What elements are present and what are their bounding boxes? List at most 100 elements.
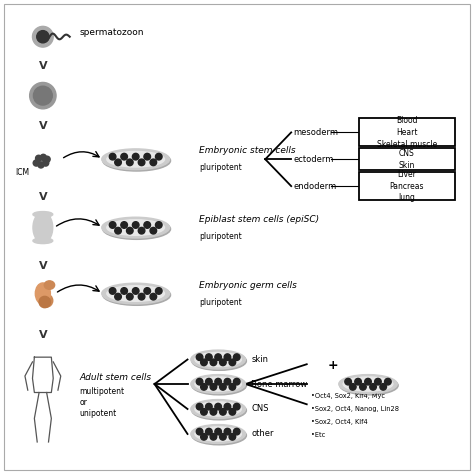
Text: •Etc: •Etc xyxy=(310,432,325,438)
Circle shape xyxy=(215,428,221,435)
Text: V: V xyxy=(38,261,47,271)
Circle shape xyxy=(121,222,128,228)
Circle shape xyxy=(43,160,49,166)
Ellipse shape xyxy=(191,400,246,419)
Circle shape xyxy=(219,434,226,440)
Text: Adult stem cells: Adult stem cells xyxy=(79,373,151,382)
Ellipse shape xyxy=(33,212,53,243)
Circle shape xyxy=(219,383,226,390)
Ellipse shape xyxy=(191,374,246,393)
Ellipse shape xyxy=(195,402,241,416)
Circle shape xyxy=(196,428,203,435)
Circle shape xyxy=(215,354,221,360)
Circle shape xyxy=(206,428,212,435)
Circle shape xyxy=(345,378,351,385)
Circle shape xyxy=(144,222,151,228)
Ellipse shape xyxy=(340,376,398,395)
Circle shape xyxy=(44,156,50,162)
Circle shape xyxy=(206,403,212,410)
Circle shape xyxy=(155,154,162,160)
Circle shape xyxy=(355,378,361,385)
Text: V: V xyxy=(38,121,47,131)
Circle shape xyxy=(36,155,42,161)
Circle shape xyxy=(365,378,371,385)
Text: ectoderm: ectoderm xyxy=(293,155,334,164)
Ellipse shape xyxy=(103,219,171,239)
Text: •Sox2, Oct4, Klf4: •Sox2, Oct4, Klf4 xyxy=(310,419,367,425)
Circle shape xyxy=(219,409,226,415)
Circle shape xyxy=(206,378,212,385)
Circle shape xyxy=(109,222,116,228)
Text: or: or xyxy=(79,398,87,407)
Text: V: V xyxy=(38,192,47,202)
Circle shape xyxy=(219,359,226,365)
Ellipse shape xyxy=(102,283,170,304)
Circle shape xyxy=(196,378,203,385)
Circle shape xyxy=(39,294,53,307)
Circle shape xyxy=(109,288,116,294)
Ellipse shape xyxy=(107,152,164,167)
Circle shape xyxy=(33,27,53,47)
Ellipse shape xyxy=(191,350,246,369)
Circle shape xyxy=(196,354,203,360)
FancyBboxPatch shape xyxy=(358,148,455,170)
Text: other: other xyxy=(251,429,273,438)
Circle shape xyxy=(127,293,133,300)
Circle shape xyxy=(224,378,231,385)
Circle shape xyxy=(127,159,133,165)
Text: •Oct4, Sox2, Klf4, Myc: •Oct4, Sox2, Klf4, Myc xyxy=(310,393,384,399)
Circle shape xyxy=(155,222,162,228)
Circle shape xyxy=(215,378,221,385)
Text: Bone marrow: Bone marrow xyxy=(251,380,307,389)
Text: pluripotent: pluripotent xyxy=(199,232,242,241)
Circle shape xyxy=(215,403,221,410)
Circle shape xyxy=(39,296,50,308)
Circle shape xyxy=(233,403,240,410)
Circle shape xyxy=(150,293,156,300)
Ellipse shape xyxy=(44,281,55,289)
Circle shape xyxy=(229,383,236,390)
Circle shape xyxy=(38,162,44,168)
Text: Embryonic germ cells: Embryonic germ cells xyxy=(199,281,297,290)
Circle shape xyxy=(132,288,139,294)
Ellipse shape xyxy=(33,211,53,217)
Circle shape xyxy=(201,434,207,440)
Ellipse shape xyxy=(191,425,246,443)
Circle shape xyxy=(138,293,145,300)
Circle shape xyxy=(210,359,217,365)
Circle shape xyxy=(224,354,231,360)
Text: V: V xyxy=(38,330,47,340)
Text: CNS: CNS xyxy=(251,404,269,413)
Text: ICM: ICM xyxy=(16,168,30,177)
Text: unipotent: unipotent xyxy=(79,409,117,418)
Circle shape xyxy=(206,354,212,360)
Ellipse shape xyxy=(192,401,246,420)
Ellipse shape xyxy=(195,427,241,441)
Text: Epiblast stem cells (epiSC): Epiblast stem cells (epiSC) xyxy=(199,215,319,224)
Text: Liver
Pancreas
lung: Liver Pancreas lung xyxy=(389,170,424,202)
Text: endoderm: endoderm xyxy=(293,182,337,191)
Circle shape xyxy=(144,154,151,160)
Circle shape xyxy=(201,409,207,415)
Circle shape xyxy=(40,155,46,160)
Text: multipotent: multipotent xyxy=(79,387,124,396)
Circle shape xyxy=(115,228,121,234)
Text: Embryonic stem cells: Embryonic stem cells xyxy=(199,146,296,155)
Circle shape xyxy=(127,228,133,234)
Ellipse shape xyxy=(103,150,171,171)
Ellipse shape xyxy=(102,149,170,170)
Circle shape xyxy=(115,159,121,165)
Circle shape xyxy=(210,409,217,415)
Circle shape xyxy=(384,378,391,385)
Ellipse shape xyxy=(192,426,246,445)
Circle shape xyxy=(233,428,240,435)
Circle shape xyxy=(233,354,240,360)
Ellipse shape xyxy=(192,352,246,370)
Circle shape xyxy=(360,383,366,390)
Text: skin: skin xyxy=(251,355,268,364)
Circle shape xyxy=(34,86,52,105)
Text: spermatozoon: spermatozoon xyxy=(79,28,144,37)
Ellipse shape xyxy=(103,284,171,305)
FancyBboxPatch shape xyxy=(358,172,455,200)
Circle shape xyxy=(210,383,217,390)
